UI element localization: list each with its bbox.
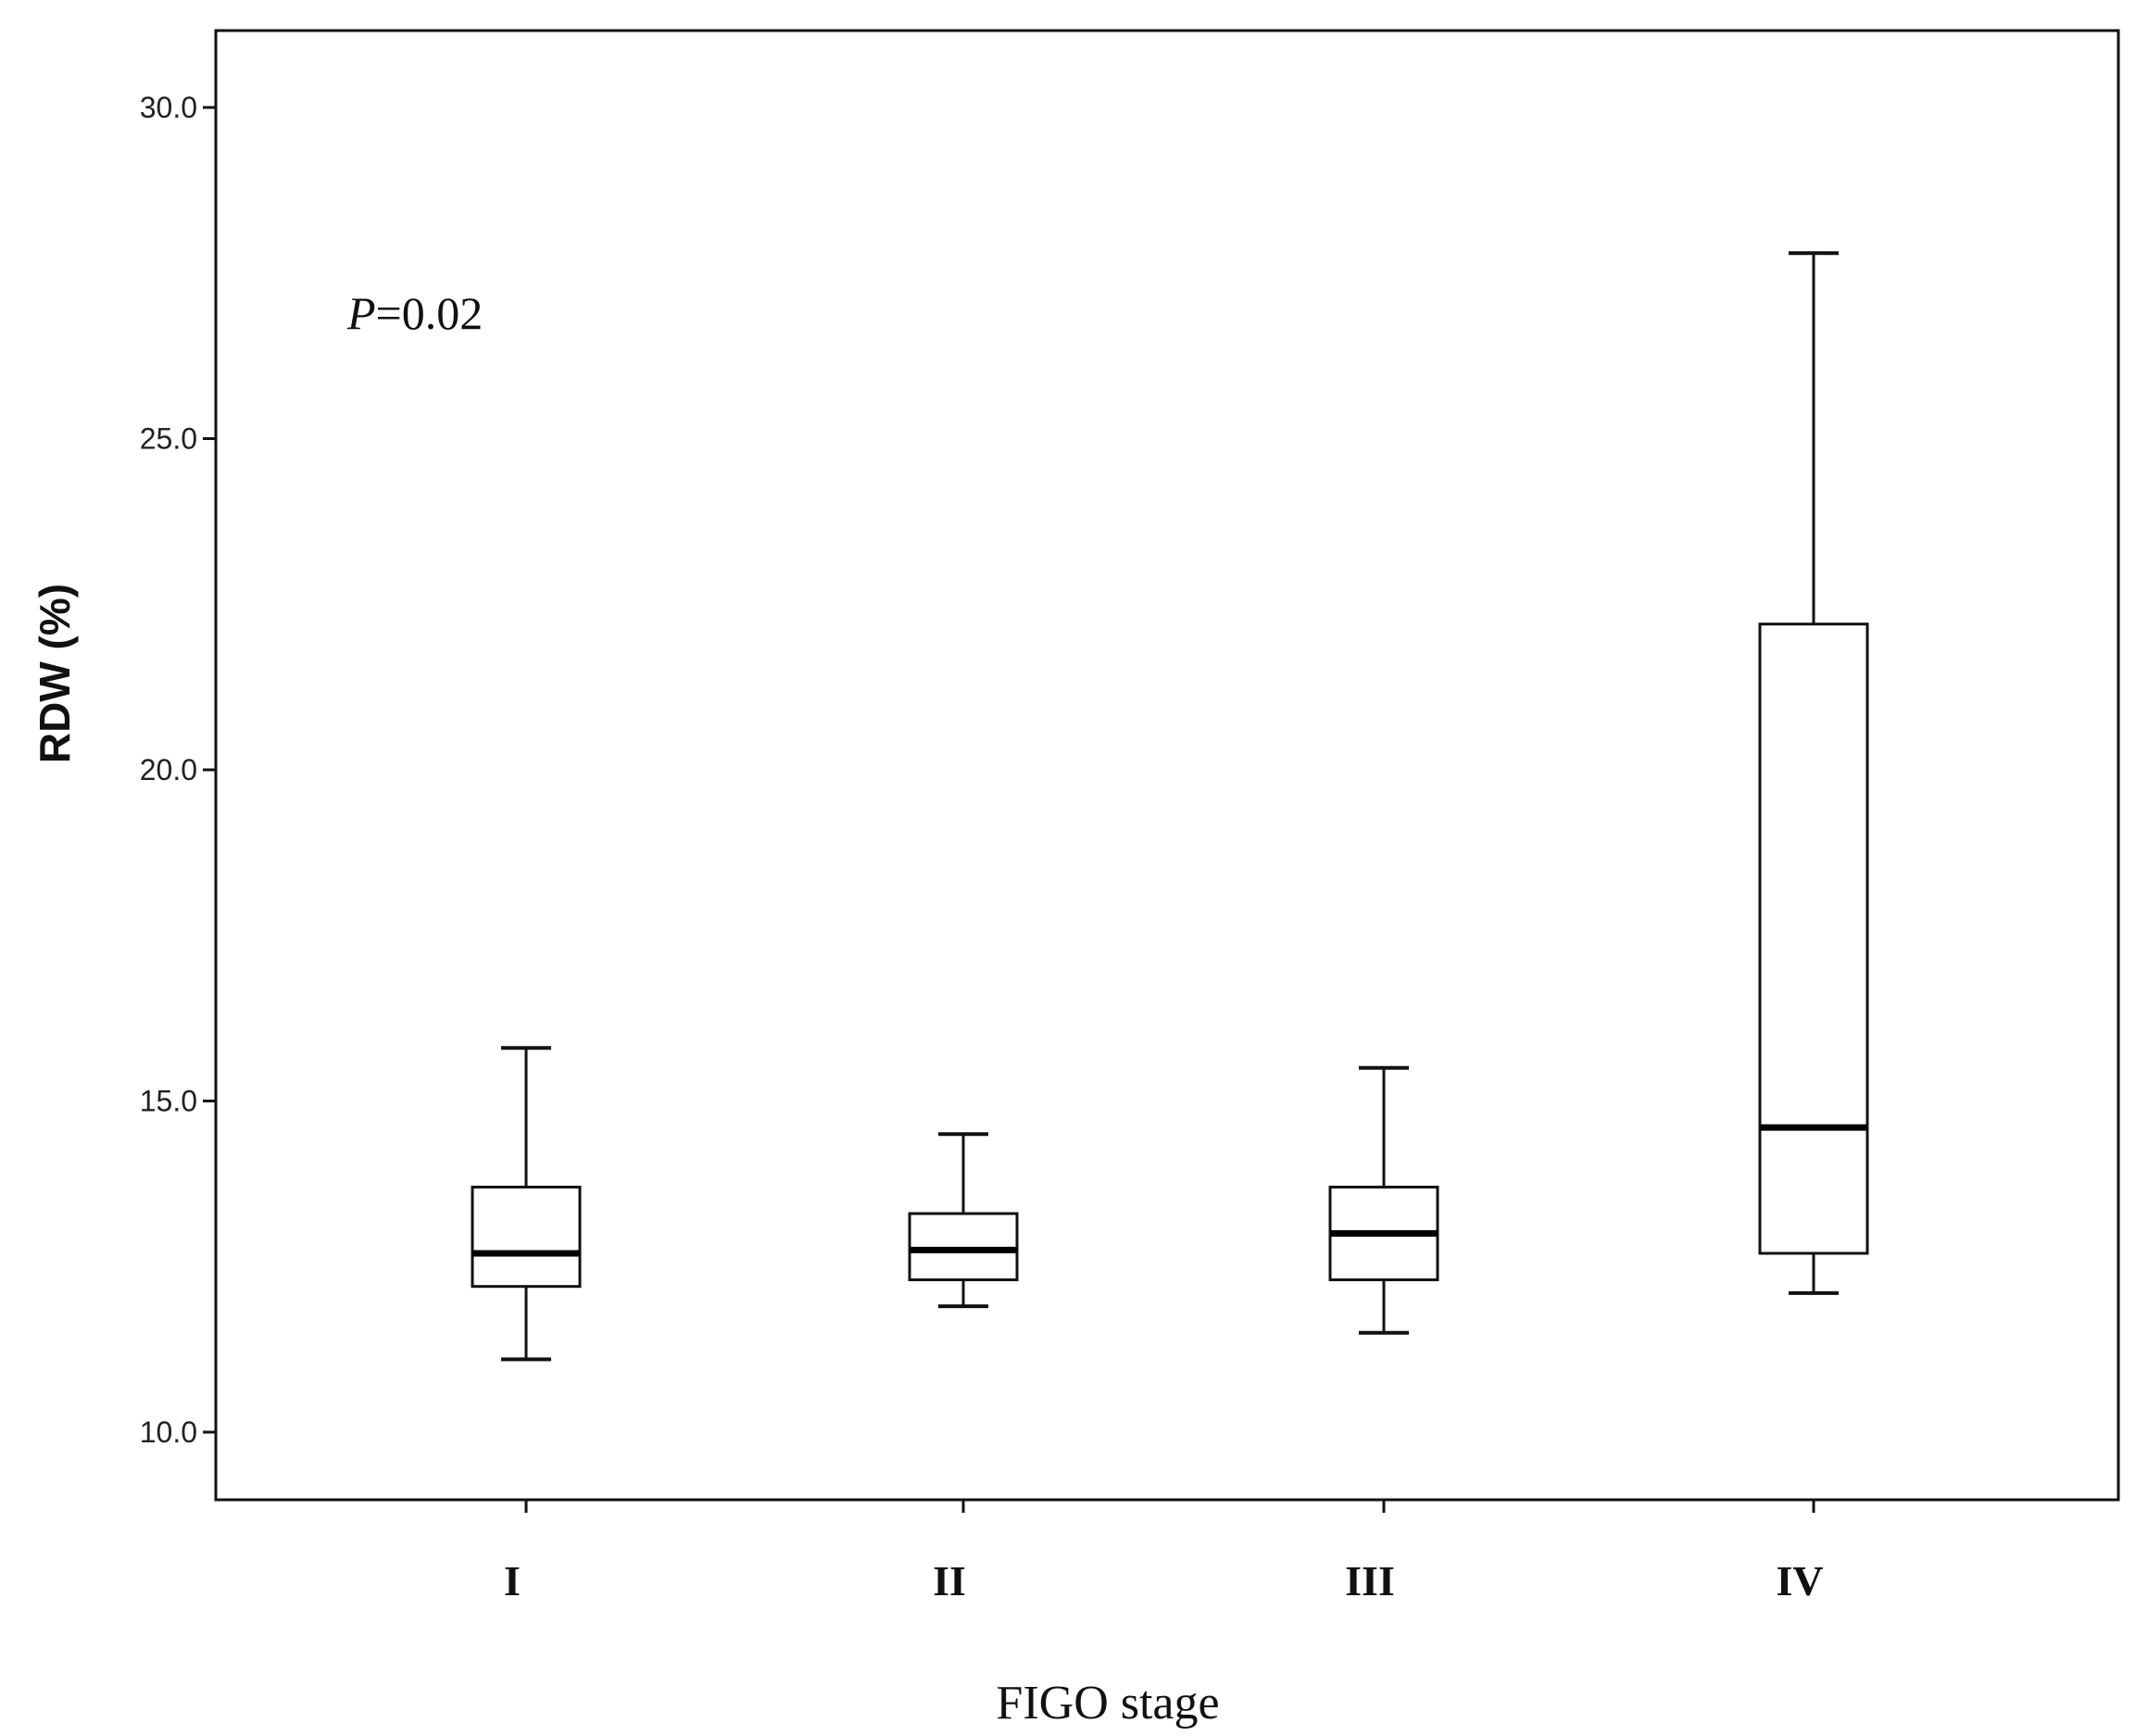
- y-axis-title: RDW (%): [31, 584, 79, 763]
- p-value-text: =0.02: [376, 287, 484, 339]
- y-tick-label: 25.0: [140, 422, 197, 456]
- x-tick-label: I: [504, 1557, 521, 1604]
- y-tick-label: 30.0: [140, 91, 197, 124]
- box-plot-III: [1328, 1065, 1439, 1335]
- x-tick-label: II: [933, 1557, 966, 1604]
- box-plot-I: [471, 1046, 582, 1362]
- y-tick-label: 10.0: [140, 1415, 197, 1449]
- y-tick-label: 15.0: [140, 1085, 197, 1118]
- x-axis-title: FIGO stage: [996, 1677, 1219, 1730]
- p-value-annotation: P=0.02: [346, 287, 483, 339]
- x-tick-label: IV: [1776, 1557, 1823, 1604]
- box-series: [471, 251, 1869, 1362]
- iqr-box: [908, 1212, 1019, 1282]
- iqr-box: [1758, 623, 1869, 1255]
- y-tick-label: 20.0: [140, 753, 197, 786]
- p-value-symbol: P: [346, 287, 376, 339]
- plot-frame: [214, 29, 2120, 1502]
- box-plot-IV: [1758, 251, 1869, 1295]
- y-axis: 10.0 15.0 20.0 25.0 30.0: [140, 91, 216, 1449]
- iqr-box: [471, 1185, 582, 1289]
- x-axis: I II III IV: [504, 1500, 1824, 1604]
- x-tick-label: III: [1345, 1557, 1395, 1604]
- box-plot-II: [908, 1132, 1019, 1309]
